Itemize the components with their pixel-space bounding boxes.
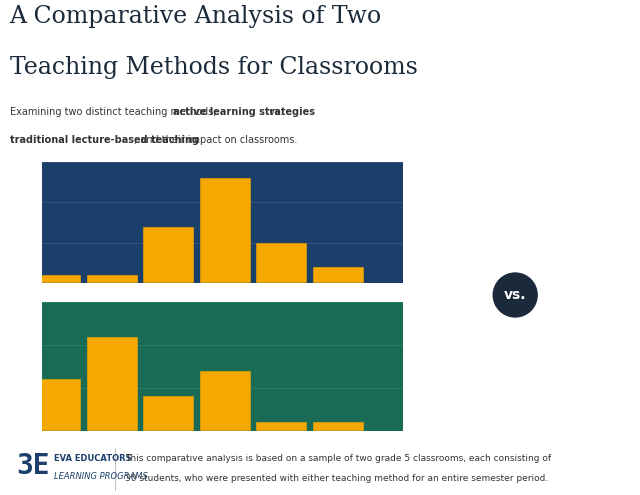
Circle shape (493, 273, 537, 317)
Text: active learning strategies: active learning strategies (173, 107, 315, 117)
X-axis label: Exam Scores (%): Exam Scores (%) (173, 298, 271, 308)
Bar (30, 379, 81, 431)
Text: LEARNING PROGRAMS: LEARNING PROGRAMS (54, 472, 148, 481)
Y-axis label: Student Count: Student Count (13, 324, 23, 409)
Bar (200, 371, 251, 431)
X-axis label: Exam Scores (%): Exam Scores (%) (173, 446, 271, 456)
Bar (256, 243, 307, 283)
Text: EVA EDUCATORS: EVA EDUCATORS (54, 454, 132, 463)
Text: A Comparative Analysis of Two: A Comparative Analysis of Two (10, 4, 381, 28)
Text: encourage
students to actively participate in their
learning process through dis: encourage students to actively participa… (429, 231, 621, 287)
Text: Examining two distinct teaching methods,: Examining two distinct teaching methods, (10, 107, 219, 117)
Bar (87, 337, 138, 431)
Text: Method 1: Method 1 (429, 160, 564, 188)
Text: traditional lecture-based teaching: traditional lecture-based teaching (10, 135, 198, 145)
Text: 3E: 3E (16, 452, 49, 481)
Bar (200, 179, 251, 283)
Text: This comparative analysis is based on a sample of two grade 5 classrooms, each c: This comparative analysis is based on a … (125, 454, 551, 463)
Text: 30 students, who were presented with either teaching method for an entire semest: 30 students, who were presented with eit… (125, 474, 548, 483)
Text: vs.: vs. (266, 107, 283, 117)
Text: Traditional lecture-based teaching: Traditional lecture-based teaching (429, 351, 620, 361)
Y-axis label: Student Count: Student Count (13, 180, 23, 265)
Bar (30, 275, 81, 283)
Bar (313, 267, 364, 283)
Bar (313, 422, 364, 431)
Bar (143, 227, 194, 283)
Text: Active learning strategies: Active learning strategies (429, 211, 572, 221)
Text: Method 2: Method 2 (429, 301, 564, 328)
Text: , and their impact on classrooms.: , and their impact on classrooms. (134, 135, 298, 145)
Text: Teaching Methods for Classrooms: Teaching Methods for Classrooms (10, 56, 417, 79)
Bar (143, 396, 194, 431)
Bar (87, 275, 138, 283)
Bar (256, 422, 307, 431)
Text: vs.: vs. (504, 288, 527, 302)
Text: involves the teacher assuming the central
role, delivering lectures, and transmi: involves the teacher assuming the centra… (429, 369, 637, 425)
